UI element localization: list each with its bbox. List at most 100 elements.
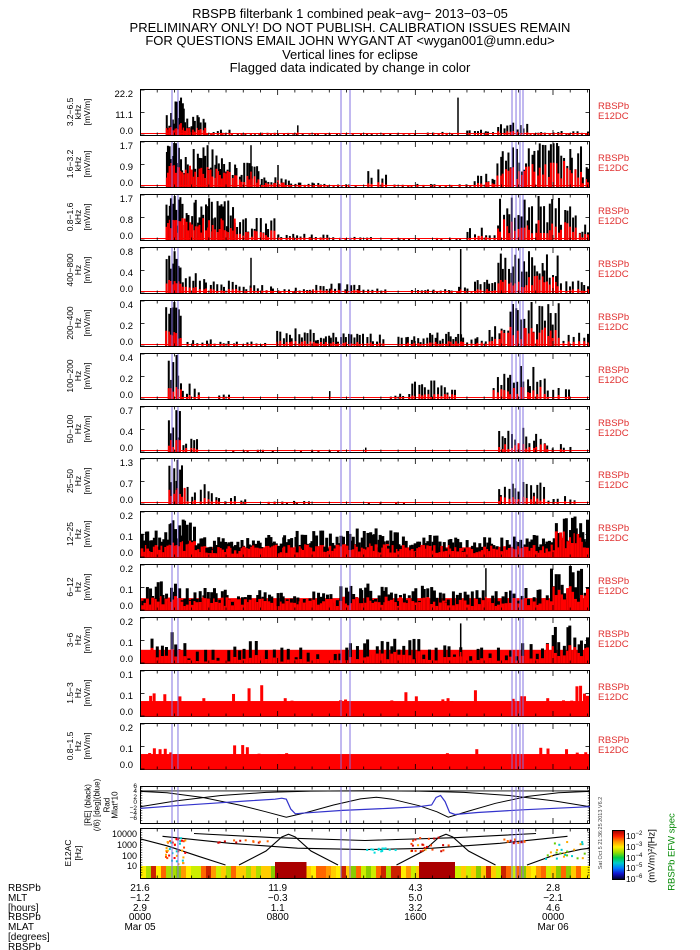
band-mvm-label: [mV/m] <box>82 309 92 337</box>
eclipse-lines <box>171 671 524 716</box>
ytick-label: 0.4 <box>119 427 133 438</box>
filterbank-panel-7 <box>140 406 590 453</box>
colorbar-base: 10 <box>626 863 636 874</box>
band-mvm-label: [mV/m] <box>82 467 92 495</box>
ytick-label: 0.2 <box>119 563 133 575</box>
eclipse-lines <box>171 724 524 769</box>
filterbank-panel-10 <box>140 564 590 611</box>
right-label-line2: E12DC <box>598 585 629 597</box>
right-instrument-label: RBSPb E12DC <box>598 102 629 121</box>
right-instrument-label: RBSPb E12DC <box>598 683 629 702</box>
ytick-label: 11.1 <box>115 110 133 121</box>
right-label-line2: E12DC <box>598 427 629 439</box>
ytick-label: 0.0 <box>119 601 133 612</box>
series-bars <box>148 745 588 769</box>
right-label-line1: RBSPb <box>598 259 630 270</box>
band-mvm-label: [mV/m] <box>82 256 92 284</box>
right-label-line2: E12DC <box>598 479 629 491</box>
filterbank-panel-8 <box>140 458 590 505</box>
orbit-ytick-label: −2 <box>129 804 137 812</box>
eclipse-lines <box>171 407 524 452</box>
band-mvm-label: [mV/m] <box>82 150 92 178</box>
ytick-label: 0.0 <box>119 495 133 506</box>
ytick-label: 1.7 <box>119 193 133 205</box>
ytick-label: 0.2 <box>119 616 133 628</box>
orbit-ytick-label: −4 <box>129 810 137 817</box>
spectrogram-curve <box>162 835 568 851</box>
series-bars <box>141 566 589 610</box>
orbit-blue-line <box>140 794 590 816</box>
time-ticks <box>140 459 588 504</box>
band-mvm-label: [mV/m] <box>82 679 92 707</box>
colorbar-exponent: −2 <box>635 831 643 838</box>
spectrogram-band <box>141 862 590 878</box>
right-instrument-label: RBSPb E12DC <box>598 419 629 438</box>
colorbar-tick-label: 10−6 <box>626 873 642 883</box>
ytick-label: 0.4 <box>119 268 133 279</box>
right-label-line1: RBSPb <box>598 101 630 112</box>
bottom-axis-value: 4.3 <box>408 883 423 894</box>
eclipse-lines <box>171 248 524 293</box>
band-mvm-label: [mV/m] <box>82 626 92 654</box>
colorbar <box>612 830 625 880</box>
right-label-line2: E12DC <box>598 532 629 544</box>
bottom-axis-value: 3.2 <box>408 902 423 914</box>
right-label-line2: E12DC <box>598 215 629 227</box>
bottom-axis-value: 0000 <box>128 912 152 924</box>
orbit-axis-label: (/6) [deg](blue) <box>92 778 102 832</box>
orbit-ytick-label: 6 <box>133 783 137 790</box>
colorbar-exponent: −6 <box>635 874 643 881</box>
bottom-axis-left-label: RBSPb <box>8 883 41 894</box>
right-instrument-label: RBSPb E12DC <box>598 313 629 332</box>
ytick-label: 0.2 <box>119 510 133 522</box>
right-label-line1: RBSPb <box>598 576 630 587</box>
orbit-black-curve <box>140 790 590 808</box>
spectrogram-ytick-label: 10000 <box>111 829 137 840</box>
eclipse-lines <box>171 565 524 610</box>
ytick-label: 0.0 <box>119 548 133 559</box>
orbit-ytick-label: 2 <box>133 793 137 801</box>
right-instrument-label: RBSPb E12DC <box>598 524 629 543</box>
spectrogram-axis-label: E12AC <box>63 839 73 867</box>
time-ticks <box>140 671 588 716</box>
filterbank-panel-12 <box>140 670 590 717</box>
spectrogram-panel <box>140 828 590 879</box>
ytick-label: 0.0 <box>119 126 133 137</box>
ytick-label: 0.0 <box>119 337 133 348</box>
colorbar-exponent: −3 <box>635 842 643 848</box>
filterbank-panel-13 <box>140 723 590 770</box>
bottom-axis-value: 5.0 <box>408 892 423 904</box>
ytick-label: 0.1 <box>119 638 133 649</box>
right-label-line1: RBSPb <box>598 523 630 534</box>
right-label-line2: E12DC <box>598 321 629 333</box>
filterbank-panel-4 <box>140 247 590 294</box>
filterbank-panel-1 <box>140 89 590 136</box>
band-mvm-label: [mV/m] <box>82 98 92 126</box>
plot-header: RBSPB filterbank 1 combined peak−avg− 20… <box>0 7 700 75</box>
colorbar-tick-label: 10−4 <box>626 852 642 862</box>
colorbar-base: 10 <box>626 841 636 852</box>
bottom-axis-value: 2.9 <box>133 902 147 914</box>
ytick-label: 0.0 <box>119 178 133 189</box>
bottom-axis-value: 0000 <box>541 912 565 924</box>
right-label-line1: RBSPb <box>598 365 630 376</box>
ytick-label: 0.8 <box>119 246 133 258</box>
ytick-label: 0.1 <box>119 744 133 755</box>
bottom-axis-value: 11.9 <box>268 883 288 894</box>
eclipse-lines <box>171 195 524 240</box>
bottom-axis-left-label: MLAT <box>8 922 34 934</box>
bottom-axis-left-label: [degrees] <box>8 932 50 943</box>
right-label-line2: E12DC <box>598 691 629 703</box>
time-ticks <box>140 565 588 610</box>
warning-line-1: PRELIMINARY ONLY! DO NOT PUBLISH. CALIBR… <box>129 19 571 35</box>
bottom-axis-value: 2.8 <box>546 883 561 894</box>
ytick-label: 0.1 <box>119 669 133 681</box>
ytick-label: 0.0 <box>119 390 133 401</box>
right-label-line2: E12DC <box>598 110 629 122</box>
ytick-label: 1.3 <box>119 457 133 469</box>
bottom-axis-value: 4.6 <box>546 902 561 914</box>
right-label-line1: RBSPb <box>598 682 630 693</box>
ytick-label: 0.9 <box>119 162 133 173</box>
ytick-label: 0.0 <box>119 443 133 454</box>
